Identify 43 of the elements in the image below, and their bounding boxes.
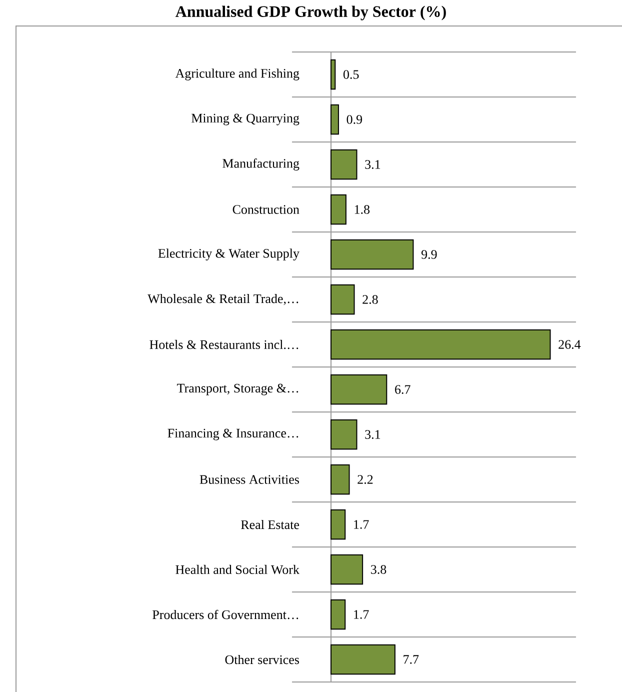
chart-title: Annualised GDP Growth by Sector (%)	[176, 6, 446, 20]
y-tick-label: Hotels & Restaurants incl.…	[150, 340, 298, 350]
y-tick-label: Electricity & Water Supply	[158, 248, 300, 260]
bar	[330, 644, 396, 675]
y-tick-label: Business Activities	[200, 475, 300, 484]
y-tick-label: Wholesale & Retail Trade,…	[148, 294, 298, 306]
y-tick-label: Construction	[232, 205, 300, 214]
data-label: 9.9	[421, 250, 437, 259]
bar	[330, 464, 350, 495]
y-tick-label: Real Estate	[241, 520, 300, 530]
bar	[330, 59, 336, 90]
bar	[330, 329, 551, 360]
y-tick-label: Manufacturing	[222, 158, 300, 170]
bar	[330, 239, 414, 270]
data-label: 2.2	[358, 475, 373, 484]
data-label: 26.4	[558, 340, 581, 349]
bar	[330, 194, 346, 225]
data-label: 3.1	[365, 430, 380, 439]
bar	[330, 104, 339, 135]
y-tick-label: Health and Social Work	[176, 564, 300, 574]
data-label: 1.7	[354, 520, 369, 529]
y-tick-label: Other services	[225, 654, 300, 664]
data-label: 3.1	[365, 160, 380, 169]
bar	[330, 149, 358, 180]
y-tick-label: Financing & Insurance…	[168, 428, 298, 440]
data-label: 2.8	[362, 295, 378, 304]
data-label: 3.8	[371, 565, 386, 574]
bar	[330, 509, 346, 540]
bar	[330, 599, 346, 630]
y-tick-label: Agriculture and Fishing	[175, 68, 300, 80]
data-label: 0.5	[343, 70, 359, 79]
data-label: 7.7	[404, 655, 419, 664]
bar	[330, 554, 364, 585]
bar	[330, 374, 388, 405]
data-label: 0.9	[346, 115, 362, 124]
bar	[330, 284, 355, 315]
data-label: 1.8	[354, 205, 370, 214]
y-tick-label: Producers of Government…	[152, 610, 298, 620]
data-label: 1.7	[354, 610, 369, 619]
y-tick-label: Mining & Quarrying	[192, 114, 300, 126]
bar	[330, 419, 358, 450]
data-label: 6.7	[395, 385, 410, 394]
y-tick-label: Transport, Storage &…	[177, 384, 298, 396]
